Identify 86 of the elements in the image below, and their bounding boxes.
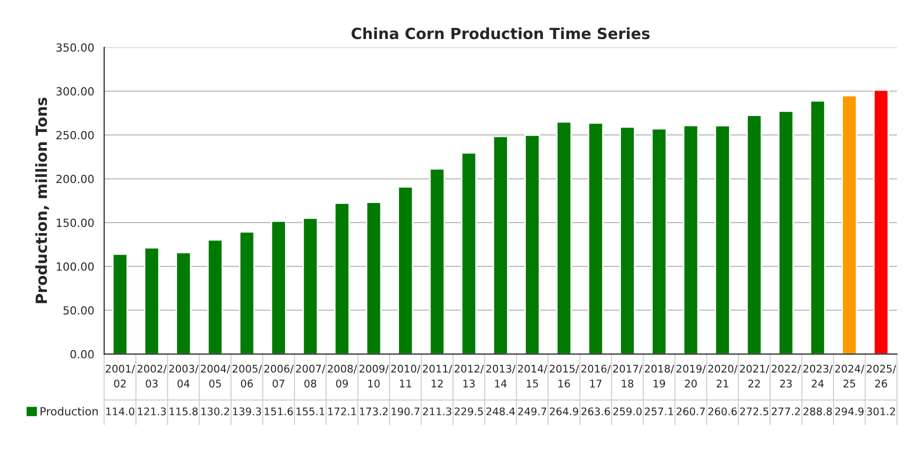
x-tick-label: 2019/ 20 bbox=[676, 364, 706, 388]
data-label: 115.8 bbox=[170, 407, 198, 416]
x-tick-label: 2020/ 21 bbox=[708, 364, 738, 388]
x-tick-label: 2017/ 18 bbox=[613, 364, 642, 388]
bar bbox=[366, 202, 382, 354]
data-label: 121.3 bbox=[138, 407, 166, 416]
bar bbox=[714, 124, 730, 354]
bar bbox=[461, 152, 477, 354]
data-label: 277.2 bbox=[772, 407, 800, 416]
y-tick-label: 50.00 bbox=[64, 306, 94, 315]
bar bbox=[144, 247, 160, 354]
bar bbox=[682, 124, 699, 354]
y-tick-label: 0.00 bbox=[70, 350, 94, 358]
bar bbox=[842, 94, 858, 354]
legend-label: Production bbox=[40, 406, 98, 416]
data-label: 130.2 bbox=[201, 407, 230, 416]
data-label: 264.9 bbox=[550, 407, 578, 416]
bar bbox=[556, 121, 572, 354]
x-tick-label: 2014/ 15 bbox=[518, 364, 548, 388]
bar bbox=[524, 134, 540, 354]
y-tick-label: 350.00 bbox=[56, 43, 94, 52]
bar bbox=[651, 128, 667, 354]
data-label: 139.3 bbox=[233, 407, 261, 416]
bar bbox=[429, 168, 445, 354]
data-label: 260.6 bbox=[708, 407, 737, 416]
y-tick-label: 250.00 bbox=[56, 130, 94, 140]
bar bbox=[239, 231, 255, 354]
data-label: 260.7 bbox=[676, 407, 705, 416]
x-tick-label: 2016/ 17 bbox=[581, 364, 611, 388]
bar bbox=[207, 239, 224, 354]
bar bbox=[492, 136, 508, 354]
x-tick-label: 2001/ 02 bbox=[106, 364, 136, 388]
chart-title: China Corn Production Time Series bbox=[352, 27, 650, 40]
y-tick-label: 150.00 bbox=[56, 218, 94, 227]
x-tick-label: 2024/ 25 bbox=[835, 364, 864, 388]
x-tick-label: 2013/ 14 bbox=[486, 364, 516, 388]
bar bbox=[746, 114, 762, 354]
bar bbox=[873, 89, 889, 354]
data-label: 263.6 bbox=[582, 407, 610, 416]
bar bbox=[302, 217, 318, 354]
x-tick-label: 2023/ 24 bbox=[803, 364, 833, 388]
x-tick-label: 2015/ 16 bbox=[550, 364, 579, 388]
bar bbox=[334, 202, 350, 354]
data-label: 229.5 bbox=[454, 407, 483, 416]
x-tick-label: 2008/ 09 bbox=[328, 364, 358, 388]
bar bbox=[778, 110, 794, 354]
x-tick-label: 2005/ 06 bbox=[232, 364, 262, 388]
x-tick-label: 2006/ 07 bbox=[264, 364, 294, 388]
data-label: 257.1 bbox=[644, 407, 674, 416]
bar bbox=[588, 122, 604, 354]
y-tick-label: 200.00 bbox=[56, 174, 94, 184]
data-label: 248.4 bbox=[486, 407, 515, 416]
bar bbox=[810, 100, 826, 354]
data-label: 301.2 bbox=[866, 407, 895, 416]
data-label: 249.7 bbox=[518, 407, 546, 416]
data-label: 173.2 bbox=[360, 407, 388, 416]
x-tick-label: 2002/ 03 bbox=[138, 364, 167, 388]
x-tick-label: 2011/ 12 bbox=[422, 364, 452, 388]
y-axis-title: Production, million Tons bbox=[35, 98, 50, 304]
data-label: 211.3 bbox=[423, 407, 452, 416]
data-label: 190.7 bbox=[392, 407, 420, 416]
y-tick-label: 100.00 bbox=[56, 262, 94, 271]
data-label: 172.1 bbox=[328, 407, 356, 416]
x-tick-label: 2003/ 04 bbox=[169, 364, 198, 388]
x-tick-label: 2010/ 11 bbox=[391, 364, 420, 388]
x-tick-label: 2004/ 05 bbox=[200, 364, 230, 388]
bar bbox=[270, 220, 286, 354]
x-tick-label: 2012/ 13 bbox=[454, 364, 484, 388]
data-label: 288.8 bbox=[804, 407, 832, 416]
data-label: 272.5 bbox=[740, 407, 768, 416]
x-tick-label: 2018/ 19 bbox=[644, 364, 674, 388]
bar bbox=[112, 253, 128, 354]
y-tick-label: 300.00 bbox=[56, 87, 94, 96]
data-label: 294.9 bbox=[835, 407, 864, 416]
x-tick-label: 2021/ 22 bbox=[740, 364, 770, 388]
bar bbox=[176, 252, 192, 354]
data-label: 155.1 bbox=[296, 408, 324, 416]
data-label: 151.6 bbox=[264, 407, 293, 416]
data-label: 259.0 bbox=[613, 407, 642, 416]
x-tick-label: 2007/ 08 bbox=[296, 364, 326, 388]
bar bbox=[398, 186, 414, 354]
x-tick-label: 2022/ 23 bbox=[772, 364, 801, 388]
x-tick-label: 2025/ 26 bbox=[866, 364, 896, 388]
x-tick-label: 2009/ 10 bbox=[359, 364, 389, 388]
bar bbox=[620, 126, 636, 354]
data-label: 114.0 bbox=[106, 407, 134, 416]
